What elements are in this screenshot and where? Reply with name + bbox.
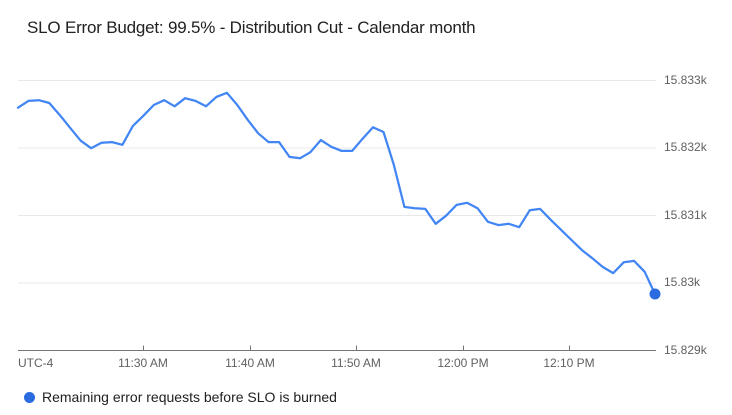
x-axis-label: 11:30 AM [118,356,168,370]
legend[interactable]: Remaining error requests before SLO is b… [24,389,337,405]
y-axis-label: 15.831k [664,208,707,222]
x-axis-label: 11:50 AM [331,356,381,370]
x-axis-label: 12:10 PM [543,356,595,370]
chart-title: SLO Error Budget: 99.5% - Distribution C… [27,18,476,37]
y-axis-label: 15.833k [664,73,707,87]
last-point-marker [649,288,661,300]
x-axis-label: 11:40 AM [225,356,275,370]
legend-label: Remaining error requests before SLO is b… [42,389,337,405]
legend-series-dot-icon [24,391,35,403]
x-axis-label: 12:00 PM [437,356,489,370]
y-axis-label: 15.829k [664,343,707,357]
timezone-label: UTC-4 [18,356,54,370]
series-line [16,91,657,296]
y-axis-label: 15.832k [664,140,707,154]
y-axis-label: 15.83k [664,275,701,289]
